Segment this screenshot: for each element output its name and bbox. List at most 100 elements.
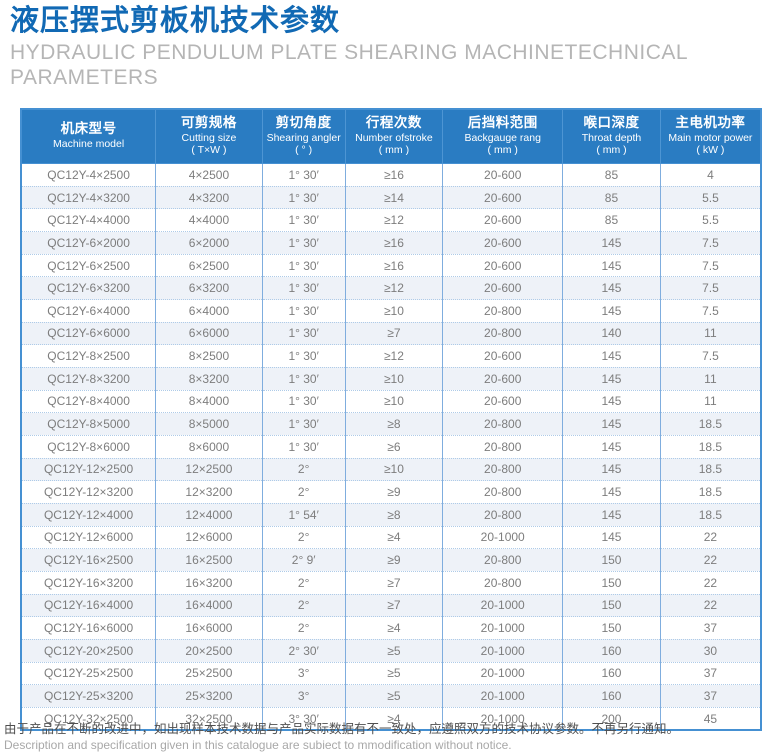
page-subtitle: HYDRAULIC PENDULUM PLATE SHEARING MACHIN…	[10, 41, 688, 90]
table-row: QC12Y-8×5000 8×5000 1° 30′ ≥8 20-800 145 18.5	[21, 412, 761, 436]
table-cell: 1° 30′	[261, 208, 346, 232]
table-cell: ≥6	[344, 434, 443, 459]
table-cell: 22	[659, 570, 761, 595]
table-row: QC12Y-16×4000 16×4000 2° ≥7 20-1000 150 22	[21, 593, 761, 617]
column-title-zh: 机床型号	[60, 121, 117, 137]
table-cell: 6×2500	[155, 253, 263, 277]
column-title-zh: 喉口深度	[583, 115, 640, 130]
page-title: 液压摆式剪板机技术参数	[10, 5, 341, 37]
table-cell: 20-600	[442, 276, 563, 300]
table-cell: 20-800	[442, 434, 563, 459]
machine-model-cell: QC12Y-16×4000	[21, 593, 156, 617]
table-cell: ≥10	[344, 389, 443, 413]
column-header: 可剪规格 Cutting size( T×W )	[155, 109, 263, 164]
column-title-en: Cutting size	[181, 131, 237, 144]
table-cell: 1° 30′	[261, 231, 346, 255]
table-cell: 7.5	[659, 231, 761, 255]
table-cell: 8×4000	[155, 389, 263, 413]
column-header: 行程次数 Number ofstroke( mm )	[344, 109, 443, 164]
table-cell: 20×2500	[155, 638, 263, 662]
table-row: QC12Y-16×3200 16×3200 2° ≥7 20-800 150 22	[21, 570, 761, 595]
machine-model-cell: QC12Y-32×2500	[21, 706, 156, 731]
header-row: 机床型号 Machine model 可剪规格 Cutting size( T×W )…	[21, 109, 761, 164]
table-cell: 85	[562, 185, 661, 209]
machine-model-cell: QC12Y-6×4000	[21, 299, 156, 323]
column-header: 主电机功率 Main motor power( kW )	[659, 109, 761, 164]
column-title-zh: 可剪规格	[180, 115, 237, 130]
machine-model-cell: QC12Y-6×2000	[21, 231, 156, 255]
column-title-zh: 主电机功率	[675, 115, 746, 130]
table-row: QC12Y-8×4000 8×4000 1° 30′ ≥10 20-600 145 11	[21, 389, 761, 413]
table-cell: ≥8	[344, 502, 443, 527]
table-cell: 3°	[261, 684, 346, 708]
table-cell: 11	[659, 389, 761, 413]
table-cell: 22	[659, 593, 761, 617]
page-footer: 由于产品在不断的改进中，如出现样本技术数据与产品实际数据有不一致处，应遵照双方的…	[4, 722, 776, 752]
table-cell: 12×3200	[155, 480, 263, 504]
table-cell: 160	[562, 661, 661, 685]
footer-note-zh: 由于产品在不断的改进中，如出现样本技术数据与产品实际数据有不一致处，应遵照双方的…	[4, 722, 680, 736]
column-unit: ( ° )	[295, 144, 313, 157]
machine-model-cell: QC12Y-8×2500	[21, 344, 156, 368]
table-cell: 37	[659, 616, 761, 640]
column-title-en: Number ofstroke	[355, 131, 433, 144]
table-cell: 7.5	[659, 344, 761, 368]
table-cell: 5.5	[659, 208, 761, 232]
table-cell: 8×3200	[155, 366, 263, 391]
table-cell: 1° 54′	[261, 502, 346, 527]
table-header: 机床型号 Machine model 可剪规格 Cutting size( T×W )…	[21, 109, 761, 164]
table-cell: 37	[659, 684, 761, 708]
table-cell: 20-1000	[442, 616, 563, 640]
table-cell: 1° 30′	[261, 163, 346, 187]
table-cell: 3° 30′	[261, 706, 346, 731]
machine-model-cell: QC12Y-8×6000	[21, 434, 156, 459]
table-cell: ≥16	[344, 163, 443, 187]
table-row: QC12Y-4×4000 4×4000 1° 30′ ≥12 20-600 85 5.5	[21, 208, 761, 232]
column-header: 剪切角度 Shearing angler( ° )	[261, 109, 346, 164]
table-row: QC12Y-25×2500 25×2500 3° ≥5 20-1000 160 37	[21, 661, 761, 685]
table-cell: 12×4000	[155, 502, 263, 527]
table-row: QC12Y-25×3200 25×3200 3° ≥5 20-1000 160 37	[21, 684, 761, 708]
column-header: 后挡料范围 Backgauge rang( mm )	[442, 109, 563, 164]
table-cell: ≥4	[344, 525, 443, 549]
machine-model-cell: QC12Y-16×2500	[21, 548, 156, 572]
column-title-en: Machine model	[52, 138, 125, 151]
table-cell: 1° 30′	[261, 299, 346, 323]
machine-model-cell: QC12Y-25×2500	[21, 661, 156, 685]
table-row: QC12Y-6×6000 6×6000 1° 30′ ≥7 20-800 140 11	[21, 321, 761, 345]
table-cell: 145	[562, 344, 661, 368]
table-cell: 6×4000	[155, 299, 263, 323]
table-cell: 11	[659, 366, 761, 391]
table-cell: 16×3200	[155, 570, 263, 595]
table-row: QC12Y-32×2500 32×2500 3° 30′ ≥4 20-1000 200 45	[21, 706, 761, 731]
table-row: QC12Y-20×2500 20×2500 2° 30′ ≥5 20-1000 160 30	[21, 638, 761, 662]
table-row: QC12Y-16×6000 16×6000 2° ≥4 20-1000 150 37	[21, 616, 761, 640]
table-cell: 20-600	[442, 253, 563, 277]
table-cell: 145	[562, 253, 661, 277]
table-cell: 20-1000	[442, 661, 563, 685]
column-unit: ( T×W )	[191, 144, 227, 157]
table-cell: 18.5	[659, 412, 761, 436]
table-cell: 6×3200	[155, 276, 263, 300]
table-cell: 1° 30′	[261, 366, 346, 391]
table-cell: 145	[562, 299, 661, 323]
table-cell: 200	[562, 706, 661, 731]
table-cell: 1° 30′	[261, 321, 346, 345]
table-cell: ≥9	[344, 480, 443, 504]
machine-model-cell: QC12Y-16×3200	[21, 570, 156, 595]
table-row: QC12Y-6×4000 6×4000 1° 30′ ≥10 20-800 145 7.5	[21, 299, 761, 323]
table-cell: 150	[562, 570, 661, 595]
table-cell: 145	[562, 231, 661, 255]
machine-model-cell: QC12Y-8×3200	[21, 366, 156, 391]
table-row: QC12Y-6×2000 6×2000 1° 30′ ≥16 20-600 145 7.5	[21, 231, 761, 255]
machine-model-cell: QC12Y-12×2500	[21, 457, 156, 481]
table-cell: 20-600	[442, 389, 563, 413]
table-cell: ≥4	[344, 706, 443, 731]
table-cell: ≥12	[344, 344, 443, 368]
table-cell: 85	[562, 208, 661, 232]
table-cell: 6×6000	[155, 321, 263, 345]
table-cell: 145	[562, 412, 661, 436]
machine-model-cell: QC12Y-4×2500	[21, 163, 156, 187]
table-cell: 4×4000	[155, 208, 263, 232]
